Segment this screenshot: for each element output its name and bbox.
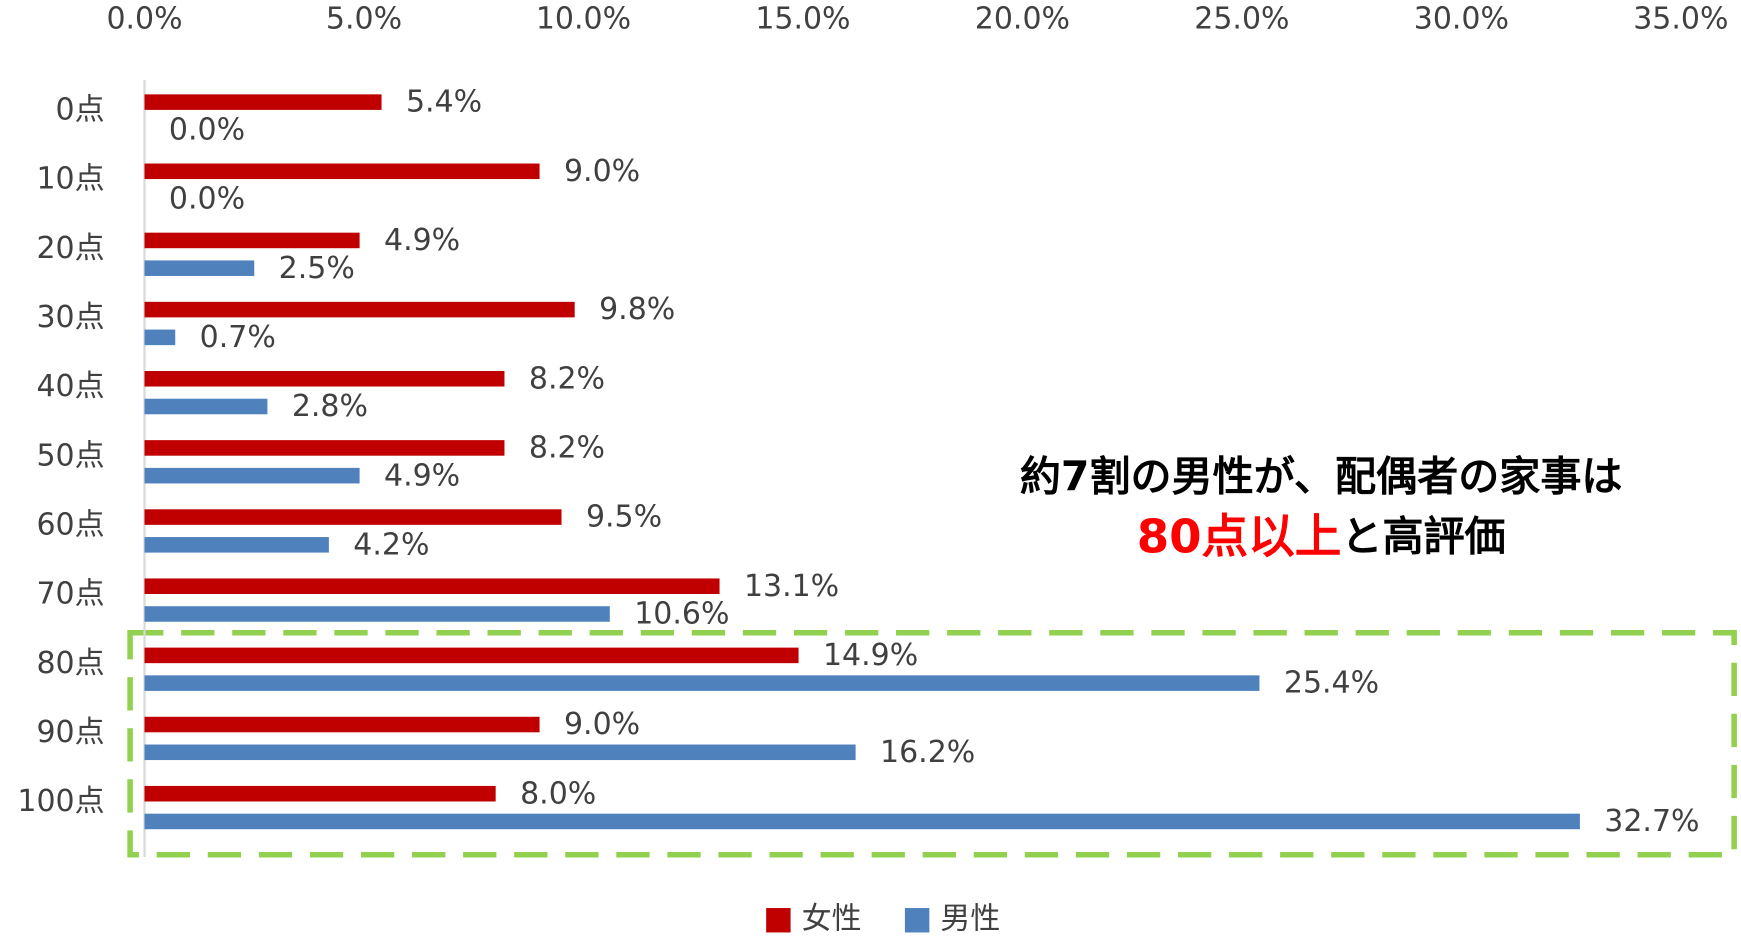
y-tick-label: 30点 [36, 300, 104, 335]
legend-swatch [766, 908, 791, 933]
legend-swatch [904, 908, 930, 933]
x-tick-label: 0.0% [106, 1, 182, 36]
y-tick-label: 50点 [36, 438, 104, 473]
value-label: 8.0% [520, 776, 596, 811]
bar [144, 329, 176, 346]
bar [144, 301, 575, 318]
value-label: 4.9% [384, 458, 460, 493]
bar [144, 232, 360, 249]
bar [144, 370, 505, 387]
bar [144, 467, 360, 484]
value-label: 25.4% [1284, 666, 1379, 701]
y-tick-label: 80点 [36, 646, 104, 681]
bar [144, 813, 1580, 830]
value-label: 14.9% [823, 638, 918, 673]
y-tick-label: 40点 [36, 369, 104, 404]
bar [144, 537, 329, 553]
value-label: 9.0% [564, 707, 640, 742]
y-tick-label: 10点 [36, 162, 104, 197]
bar [144, 398, 268, 415]
bar [144, 785, 496, 802]
bar [144, 260, 255, 276]
annotation-rest: と高評価 [1341, 512, 1505, 560]
value-label: 0.0% [169, 112, 245, 147]
highlight-box [127, 629, 1737, 858]
annotation: 80点以上と高評価 [1137, 509, 1506, 563]
y-tick-label: 90点 [36, 715, 104, 750]
bar [144, 163, 540, 180]
x-tick-label: 35.0% [1633, 1, 1728, 36]
bar [144, 440, 505, 456]
value-label: 9.0% [564, 154, 640, 189]
bar [144, 647, 799, 664]
value-label: 9.5% [586, 500, 662, 535]
bar [144, 94, 382, 110]
value-label: 10.6% [634, 597, 729, 632]
x-tick-label: 5.0% [326, 1, 402, 36]
x-tick-label: 15.0% [755, 1, 850, 36]
value-label: 2.8% [292, 389, 368, 424]
bar [144, 509, 562, 525]
value-label: 0.7% [200, 320, 276, 355]
x-tick-label: 30.0% [1414, 1, 1509, 36]
x-tick-label: 10.0% [536, 1, 631, 36]
value-label: 8.2% [529, 431, 605, 466]
bar [144, 716, 540, 733]
value-label: 32.7% [1604, 804, 1699, 839]
bar [144, 578, 720, 594]
y-tick-label: 100点 [17, 784, 104, 819]
bar [144, 675, 1260, 691]
legend-label: 女性 [802, 902, 862, 937]
value-label: 13.1% [744, 569, 839, 604]
value-label: 0.0% [169, 182, 245, 217]
value-label: 9.8% [599, 292, 675, 327]
value-label: 5.4% [406, 85, 482, 120]
y-tick-label: 70点 [36, 577, 104, 612]
value-label: 16.2% [880, 735, 975, 770]
value-label: 4.9% [384, 223, 460, 258]
value-label: 2.5% [279, 251, 355, 286]
x-tick-label: 20.0% [975, 1, 1070, 36]
value-label: 8.2% [529, 361, 605, 396]
bar [144, 606, 610, 622]
y-tick-label: 20点 [36, 231, 104, 266]
annotation-highlight: 80点以上 [1137, 509, 1342, 563]
value-label: 4.2% [353, 527, 429, 562]
x-tick-label: 25.0% [1194, 1, 1289, 36]
y-tick-label: 0点 [56, 93, 105, 128]
y-tick-label: 60点 [36, 507, 104, 542]
annotation: 約7割の男性が、配偶者の家事は [1020, 453, 1623, 501]
legend-label: 男性 [940, 902, 1000, 937]
bar [144, 744, 856, 761]
